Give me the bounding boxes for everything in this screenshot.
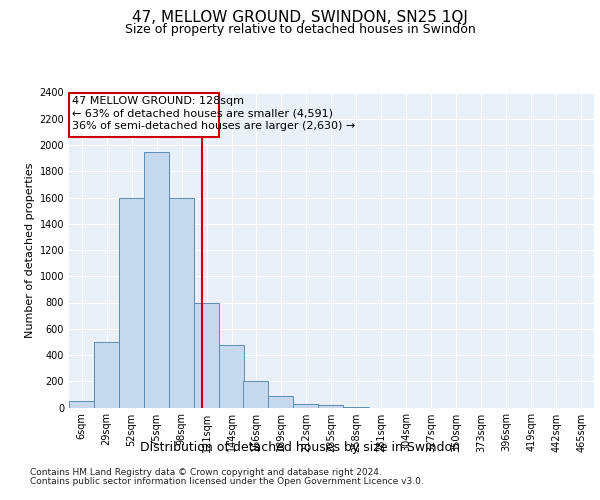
Bar <box>343 407 368 408</box>
Bar <box>293 404 319 407</box>
Text: Distribution of detached houses by size in Swindon: Distribution of detached houses by size … <box>140 441 460 454</box>
Text: 47 MELLOW GROUND: 128sqm: 47 MELLOW GROUND: 128sqm <box>72 96 244 106</box>
Bar <box>69 401 94 407</box>
Text: ← 63% of detached houses are smaller (4,591): ← 63% of detached houses are smaller (4,… <box>72 108 333 118</box>
Y-axis label: Number of detached properties: Number of detached properties <box>25 162 35 338</box>
Bar <box>319 405 343 407</box>
Text: Contains HM Land Registry data © Crown copyright and database right 2024.: Contains HM Land Registry data © Crown c… <box>30 468 382 477</box>
Bar <box>119 198 144 408</box>
Bar <box>220 345 244 408</box>
Bar <box>94 342 119 407</box>
Bar <box>243 381 268 407</box>
Bar <box>194 302 220 408</box>
Text: Contains public sector information licensed under the Open Government Licence v3: Contains public sector information licen… <box>30 476 424 486</box>
Text: Size of property relative to detached houses in Swindon: Size of property relative to detached ho… <box>125 22 475 36</box>
Bar <box>268 396 293 407</box>
Bar <box>144 152 169 408</box>
Text: 47, MELLOW GROUND, SWINDON, SN25 1QJ: 47, MELLOW GROUND, SWINDON, SN25 1QJ <box>132 10 468 25</box>
Text: 36% of semi-detached houses are larger (2,630) →: 36% of semi-detached houses are larger (… <box>72 122 356 132</box>
Bar <box>69 92 220 137</box>
Bar <box>169 198 194 408</box>
